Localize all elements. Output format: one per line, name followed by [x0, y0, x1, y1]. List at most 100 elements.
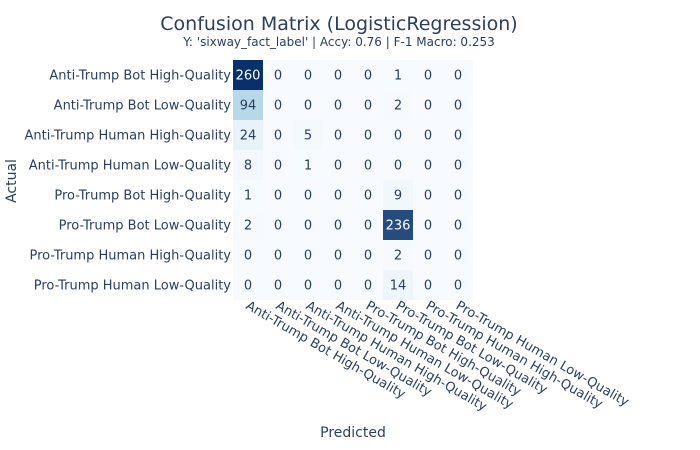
- cell-value-label: 0: [334, 129, 342, 144]
- x-axis-title: Predicted: [320, 425, 386, 441]
- y-tick-label: Anti-Trump Human Low-Quality: [29, 159, 232, 174]
- heatmap-cell: [443, 210, 473, 240]
- heatmap-cell: [293, 270, 323, 300]
- heatmap-cell: [263, 60, 293, 90]
- heatmap-cell: [293, 210, 323, 240]
- heatmap-cell: [323, 180, 353, 210]
- heatmap-cell: [263, 240, 293, 270]
- heatmap-cell: [443, 180, 473, 210]
- y-tick-label: Pro-Trump Human High-Quality: [29, 249, 231, 264]
- heatmap-cell: [293, 120, 323, 150]
- cell-value-label: 0: [334, 249, 342, 264]
- cell-value-label: 0: [334, 189, 342, 204]
- cell-value-label: 0: [334, 279, 342, 294]
- cell-value-label: 0: [274, 129, 282, 144]
- heatmap-cell: [233, 90, 263, 120]
- cell-value-label: 0: [274, 69, 282, 84]
- cell-value-label: 0: [274, 279, 282, 294]
- cell-value-label: 0: [454, 129, 462, 144]
- cell-value-label: 0: [304, 69, 312, 84]
- heatmap-cell: [413, 60, 443, 90]
- cell-value-label: 14: [390, 279, 407, 294]
- cell-value-label: 24: [240, 129, 257, 144]
- cell-value-label: 0: [424, 219, 432, 234]
- cell-value-label: 1: [394, 69, 402, 84]
- heatmap-cell: [263, 180, 293, 210]
- heatmap-cell: [353, 210, 383, 240]
- heatmap-cell: [443, 60, 473, 90]
- cell-value-label: 9: [394, 189, 402, 204]
- heatmap-cell: [293, 180, 323, 210]
- cell-value-label: 0: [304, 219, 312, 234]
- heatmap-cell: [353, 150, 383, 180]
- heatmap-cell: [443, 270, 473, 300]
- cell-value-label: 0: [364, 189, 372, 204]
- cell-value-label: 0: [274, 249, 282, 264]
- heatmap-cell: [353, 180, 383, 210]
- cell-value-label: 0: [454, 99, 462, 114]
- cell-value-label: 0: [454, 189, 462, 204]
- y-axis-title: Actual: [4, 159, 20, 203]
- chart-subtitle: Y: 'sixway_fact_label' | Accy: 0.76 | F-…: [182, 35, 495, 49]
- cell-value-label: 1: [304, 159, 312, 174]
- heatmap-cell: [353, 60, 383, 90]
- y-tick-label: Pro-Trump Bot Low-Quality: [59, 219, 232, 234]
- heatmap-cell: [353, 90, 383, 120]
- cell-value-label: 2: [244, 219, 252, 234]
- cell-value-label: 0: [454, 159, 462, 174]
- heatmap-cell: [263, 120, 293, 150]
- cell-value-label: 0: [244, 279, 252, 294]
- heatmap-cell: [413, 120, 443, 150]
- cell-value-label: 0: [334, 99, 342, 114]
- heatmap-cell: [443, 120, 473, 150]
- heatmap-cell: [413, 180, 443, 210]
- heatmap-cell: [353, 120, 383, 150]
- cell-value-label: 0: [424, 189, 432, 204]
- cell-value-label: 0: [454, 69, 462, 84]
- heatmap-cell: [233, 210, 263, 240]
- heatmap-cell: [413, 240, 443, 270]
- heatmap-cell: [263, 210, 293, 240]
- cell-value-label: 2: [394, 99, 402, 114]
- cell-value-label: 8: [244, 159, 252, 174]
- heatmap-cells: [233, 60, 473, 300]
- heatmap-cell: [323, 60, 353, 90]
- heatmap-cell: [263, 150, 293, 180]
- cell-value-label: 94: [240, 99, 257, 114]
- cell-value-label: 0: [454, 279, 462, 294]
- cell-value-label: 0: [304, 279, 312, 294]
- cell-value-label: 0: [364, 249, 372, 264]
- heatmap-cell: [323, 120, 353, 150]
- heatmap-cell: [293, 150, 323, 180]
- cell-value-label: 0: [364, 279, 372, 294]
- y-tick-label: Anti-Trump Human High-Quality: [24, 129, 231, 144]
- heatmap-cell: [443, 150, 473, 180]
- heatmap-cell: [263, 90, 293, 120]
- cell-value-label: 0: [334, 159, 342, 174]
- cell-value-label: 0: [304, 99, 312, 114]
- cell-value-label: 0: [424, 99, 432, 114]
- heatmap-cell: [233, 240, 263, 270]
- heatmap-cell: [413, 90, 443, 120]
- cell-value-label: 260: [236, 69, 261, 84]
- heatmap-cell: [353, 240, 383, 270]
- chart-title: Confusion Matrix (LogisticRegression): [160, 13, 517, 35]
- heatmap-cell: [383, 150, 413, 180]
- cell-value-label: 0: [304, 249, 312, 264]
- cell-value-label: 0: [364, 99, 372, 114]
- heatmap-cell: [413, 270, 443, 300]
- cell-value-label: 0: [304, 189, 312, 204]
- heatmap-cell: [233, 150, 263, 180]
- cell-value-label: 0: [424, 279, 432, 294]
- heatmap-cell: [263, 270, 293, 300]
- cell-value-label: 236: [386, 219, 411, 234]
- heatmap-cell: [383, 270, 413, 300]
- heatmap-cell: [443, 90, 473, 120]
- heatmap-cell: [413, 150, 443, 180]
- y-tick-label: Anti-Trump Bot High-Quality: [49, 69, 231, 84]
- cell-value-label: 0: [244, 249, 252, 264]
- y-tick-label: Anti-Trump Bot Low-Quality: [54, 99, 232, 114]
- cell-value-label: 0: [364, 159, 372, 174]
